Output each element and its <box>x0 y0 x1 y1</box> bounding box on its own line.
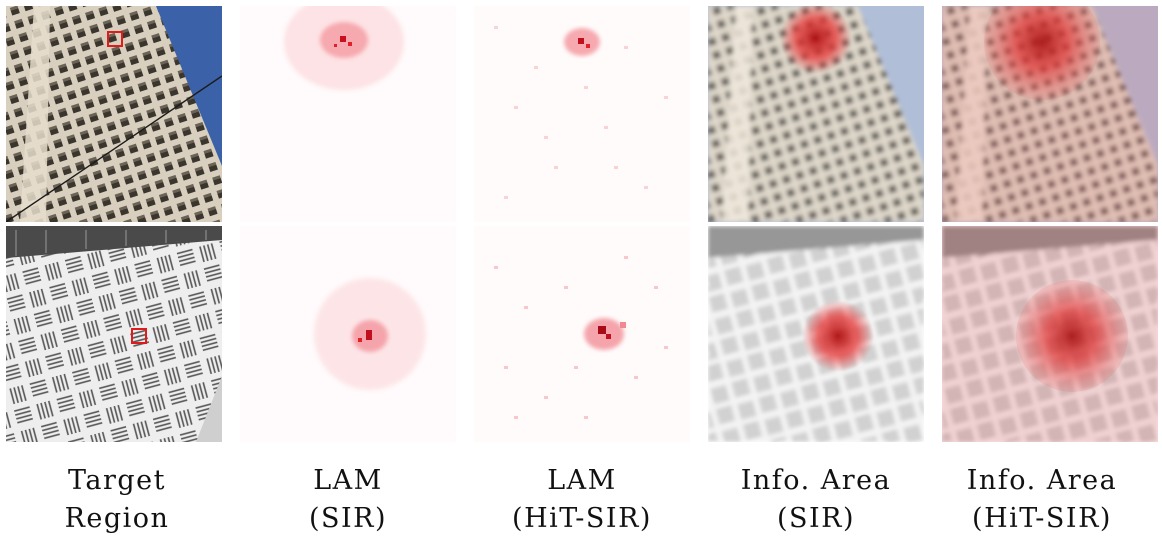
lam-hitsir-map-row2 <box>474 226 690 442</box>
caption-line1: Target <box>67 465 167 496</box>
target-region-image-row1 <box>6 6 222 222</box>
lam-sir-map-row2 <box>240 226 456 442</box>
info-area-sir-row1 <box>708 6 924 222</box>
caption-line2: (HiT-SIR) <box>972 503 1112 534</box>
caption-line1: Info. Area <box>966 465 1118 496</box>
target-region-box <box>107 31 123 47</box>
caption-line2: (HiT-SIR) <box>512 503 652 534</box>
caption-line2: Region <box>64 503 170 534</box>
info-area-hitsir-row1 <box>942 6 1158 222</box>
caption-line2: (SIR) <box>776 503 856 534</box>
info-area-hitsir-row2 <box>942 226 1158 442</box>
target-region-box <box>131 328 147 344</box>
caption-line1: LAM <box>547 465 617 496</box>
caption-line1: LAM <box>313 465 383 496</box>
caption-info-area-hitsir: Info. Area (HiT-SIR) <box>922 462 1162 538</box>
target-region-image-row2 <box>6 226 222 442</box>
lam-sir-map-row1 <box>240 6 456 222</box>
info-area-sir-row2 <box>708 226 924 442</box>
lam-hitsir-map-row1 <box>474 6 690 222</box>
caption-info-area-sir: Info. Area (SIR) <box>699 462 933 538</box>
caption-target-region: Target Region <box>0 462 234 538</box>
caption-lam-sir: LAM (SIR) <box>231 462 465 538</box>
caption-line2: (SIR) <box>308 503 388 534</box>
caption-lam-hitsir: LAM (HiT-SIR) <box>465 462 699 538</box>
caption-line1: Info. Area <box>740 465 892 496</box>
